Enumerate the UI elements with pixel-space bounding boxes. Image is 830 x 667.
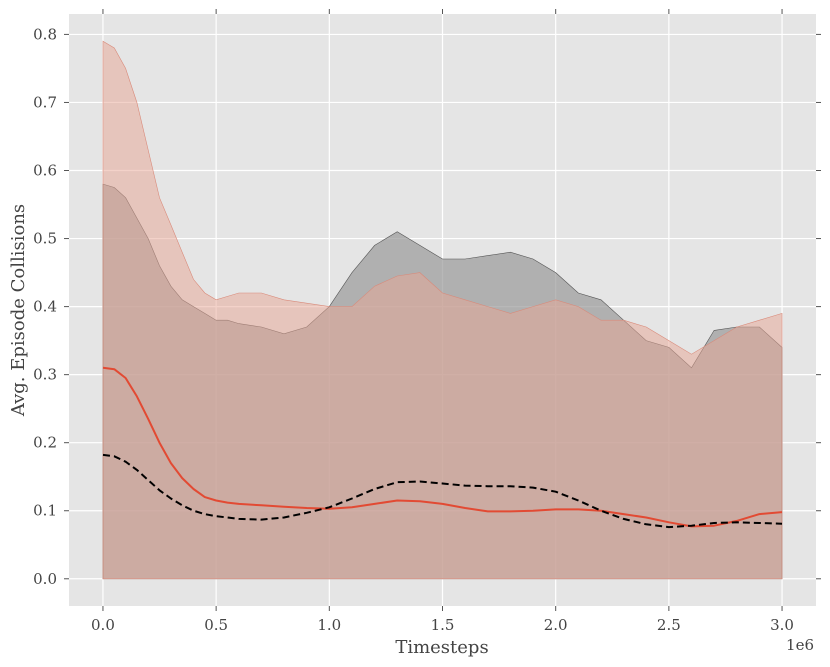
series-band-0	[102, 40, 783, 580]
ticks: 0.0 0.5 1.0 1.5 2.0 2.5 3.0 0.0 0.1 0.2 0.3 0.4 0.5 0…	[33, 9, 821, 634]
y-tick-label: 0.6	[33, 162, 57, 180]
y-tick-label: 0.7	[33, 93, 57, 111]
x-tick-label: 1.0	[317, 616, 341, 634]
x-tick-label: 1.5	[431, 616, 455, 634]
x-axis-label: Timesteps	[395, 637, 488, 658]
y-tick-label: 0.0	[33, 570, 57, 588]
x-tick-label: 0.0	[91, 616, 115, 634]
x-tick-label: 2.0	[544, 616, 568, 634]
x-tick-label: 0.5	[204, 616, 228, 634]
series-line-1	[102, 453, 783, 529]
y-axis-label: Avg. Episode Collisions	[8, 204, 29, 417]
bands	[102, 40, 783, 580]
y-tick-label: 0.8	[33, 25, 57, 43]
y-tick-label: 0.3	[33, 366, 57, 384]
lines	[102, 366, 783, 529]
y-tick-label: 0.5	[33, 230, 57, 248]
series-line-0	[102, 366, 783, 528]
x-offset-label: 1e6	[786, 636, 814, 654]
x-tick-label: 2.5	[657, 616, 681, 634]
y-tick-label: 0.4	[33, 298, 57, 316]
x-tick-label: 3.0	[770, 616, 794, 634]
y-tick-label: 0.1	[33, 502, 57, 520]
y-tick-label: 0.2	[33, 434, 57, 452]
